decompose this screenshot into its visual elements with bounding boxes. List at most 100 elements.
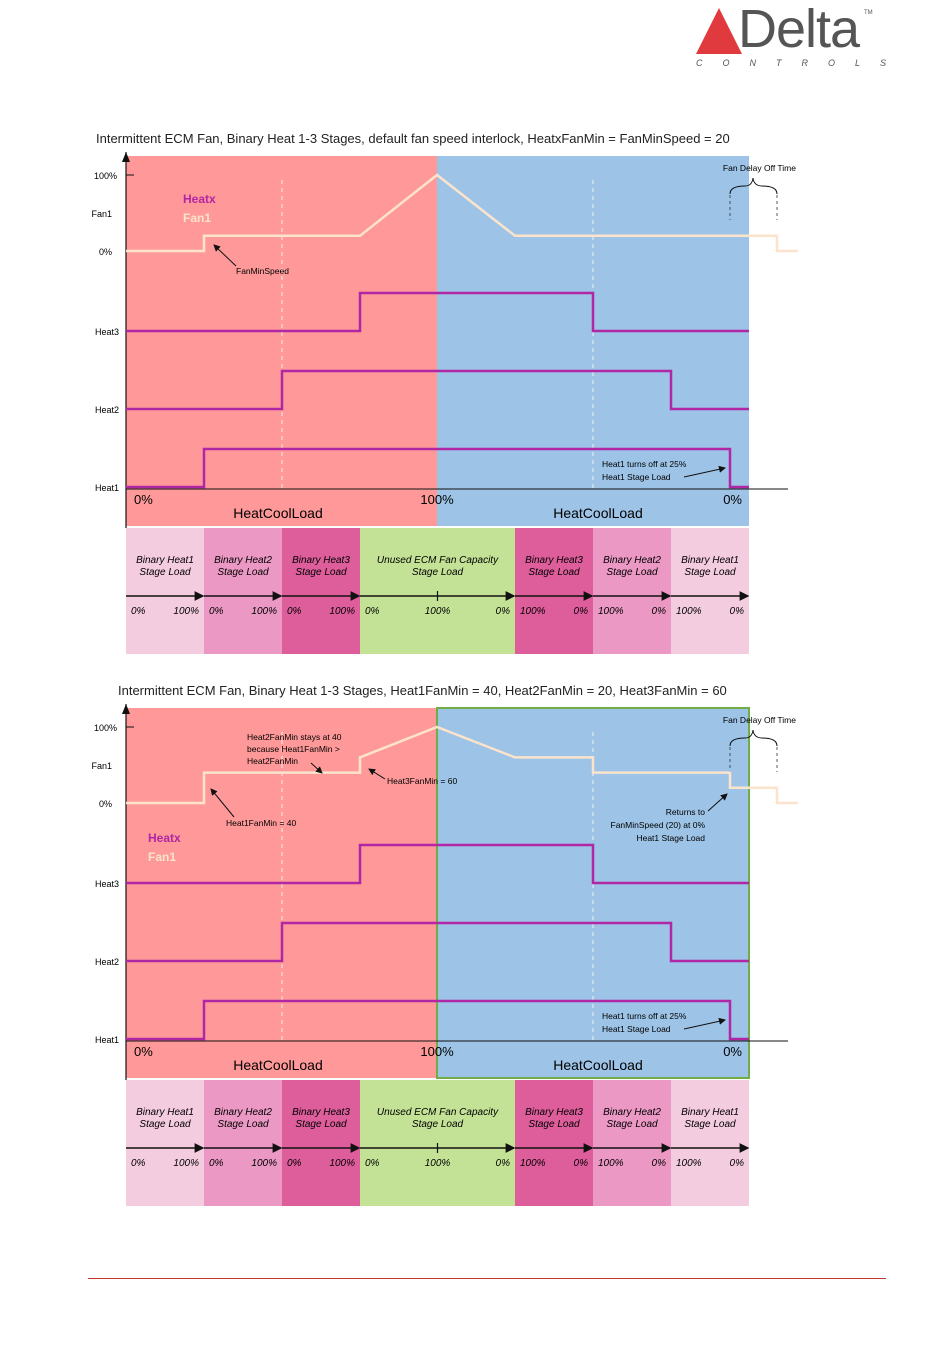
- x-label-left: 0%: [134, 492, 153, 507]
- load-label-left: HeatCoolLoad: [233, 1057, 323, 1073]
- annotation-heat1fanmin: Heat1FanMin = 40: [226, 818, 296, 828]
- band-from: 0%: [287, 1158, 302, 1169]
- annotation-returns-1: Returns to: [666, 807, 705, 817]
- band-from: 100%: [598, 1158, 624, 1169]
- band-label-line2: Stage Load: [217, 1119, 269, 1130]
- band-label-line2: Stage Load: [295, 567, 347, 578]
- band-2: [204, 1080, 282, 1206]
- diagram-2: 100% Fan1 0% Heat3 Heat2 Heat1 Heatx Fan1 0% 100%…: [91, 704, 798, 1206]
- legend-fan: Fan1: [183, 211, 211, 225]
- y-label-heat2: Heat2: [95, 957, 119, 967]
- heat2-line: [126, 921, 749, 963]
- band-7: [671, 1080, 749, 1206]
- fan-delay-brace-icon: [729, 729, 778, 747]
- legend-heatx: Heatx: [183, 192, 216, 206]
- annotation-fanminspeed: FanMinSpeed: [236, 266, 289, 276]
- band-mid: 100%: [425, 1158, 451, 1169]
- x-label-right: 0%: [723, 1044, 742, 1059]
- y-label-fan: Fan1: [91, 209, 112, 219]
- y-label-heat3: Heat3: [95, 327, 119, 337]
- band-to: 0%: [496, 606, 511, 617]
- annotation-stays-3: Heat2FanMin: [247, 756, 298, 766]
- annotation-arrow: [213, 244, 237, 267]
- annotation-arrow: [210, 788, 235, 818]
- legend-fan: Fan1: [148, 850, 176, 864]
- band-label-line1: Unused ECM Fan Capacity: [377, 555, 499, 566]
- annotation-heat1-off-2: Heat1 Stage Load: [602, 472, 671, 482]
- y-label-heat1: Heat1: [95, 1035, 119, 1045]
- diagram-1-title: Intermittent ECM Fan, Binary Heat 1-3 St…: [96, 131, 730, 146]
- annotation-arrow: [683, 1017, 726, 1030]
- x-label-mid: 100%: [420, 1044, 454, 1059]
- band-label-line2: Stage Load: [684, 1119, 736, 1130]
- band-from: 0%: [209, 1158, 224, 1169]
- logo-subtitle: CONTROLS: [696, 58, 907, 68]
- band-to: 100%: [173, 1158, 199, 1169]
- y-axis-arrow-icon: [122, 152, 130, 162]
- heat1-line: [126, 447, 749, 489]
- band-label-line2: Stage Load: [528, 567, 580, 578]
- annotation-fan-delay: Fan Delay Off Time: [723, 163, 796, 173]
- annotation-fan-delay: Fan Delay Off Time: [723, 715, 796, 725]
- heat1-line: [126, 999, 749, 1041]
- band-6: [593, 528, 671, 654]
- heat3-line: [126, 291, 749, 333]
- band-to: 0%: [496, 1158, 511, 1169]
- annotation-stays-1: Heat2FanMin stays at 40: [247, 732, 342, 742]
- x-label-right: 0%: [723, 492, 742, 507]
- annotation-arrow: [707, 793, 728, 812]
- band-label-line1: Binary Heat1: [681, 1107, 739, 1118]
- band-label-line1: Unused ECM Fan Capacity: [377, 1107, 499, 1118]
- band-label-line1: Binary Heat3: [525, 555, 583, 566]
- band-from: 100%: [520, 606, 546, 617]
- y-label-100: 100%: [94, 723, 117, 733]
- band-label-line1: Binary Heat3: [292, 555, 350, 566]
- load-label-right: HeatCoolLoad: [553, 505, 643, 521]
- annotation-returns-3: Heat1 Stage Load: [636, 833, 705, 843]
- band-label-line1: Binary Heat3: [525, 1107, 583, 1118]
- band-label-line2: Stage Load: [139, 567, 191, 578]
- delta-triangle-icon: [696, 8, 742, 54]
- band-label-line2: Stage Load: [684, 567, 736, 578]
- delta-controls-logo: Delta TM CONTROLS: [694, 0, 886, 74]
- band-label-line1: Binary Heat2: [214, 555, 272, 566]
- band-to: 100%: [251, 606, 277, 617]
- band-to: 0%: [730, 1158, 745, 1169]
- band-from: 0%: [365, 606, 380, 617]
- heat3-line: [126, 843, 749, 885]
- band-to: 0%: [652, 1158, 667, 1169]
- y-label-heat2: Heat2: [95, 405, 119, 415]
- band-from: 100%: [598, 606, 624, 617]
- heat2-line: [126, 369, 749, 411]
- y-axis-arrow-icon: [122, 704, 130, 714]
- band-1: [126, 528, 204, 654]
- band-to: 0%: [652, 606, 667, 617]
- band-to: 100%: [251, 1158, 277, 1169]
- band-to: 100%: [329, 1158, 355, 1169]
- band-7: [671, 528, 749, 654]
- band-label-line2: Stage Load: [139, 1119, 191, 1130]
- load-label-left: HeatCoolLoad: [233, 505, 323, 521]
- y-label-100: 100%: [94, 171, 117, 181]
- legend-heatx: Heatx: [148, 831, 181, 845]
- band-to: 0%: [574, 606, 589, 617]
- band-3: [282, 1080, 360, 1206]
- band-label-line1: Binary Heat1: [136, 555, 194, 566]
- annotation-arrow: [310, 762, 323, 774]
- band-6: [593, 1080, 671, 1206]
- band-label-line2: Stage Load: [606, 1119, 658, 1130]
- band-5: [515, 528, 593, 654]
- band-label-line1: Binary Heat1: [136, 1107, 194, 1118]
- x-label-left: 0%: [134, 1044, 153, 1059]
- band-label-line2: Stage Load: [412, 567, 464, 578]
- y-label-0: 0%: [99, 247, 112, 257]
- band-to: 100%: [173, 606, 199, 617]
- band-label-line2: Stage Load: [295, 1119, 347, 1130]
- band-label-line2: Stage Load: [412, 1119, 464, 1130]
- band-label-line1: Binary Heat2: [603, 1107, 661, 1118]
- diagram-1: 100% Fan1 0% Heat3 Heat2 Heat1 Heatx Fan1 0% 100%…: [91, 152, 798, 654]
- x-label-mid: 100%: [420, 492, 454, 507]
- band-1: [126, 1080, 204, 1206]
- band-to: 100%: [329, 606, 355, 617]
- band-mid: 100%: [425, 606, 451, 617]
